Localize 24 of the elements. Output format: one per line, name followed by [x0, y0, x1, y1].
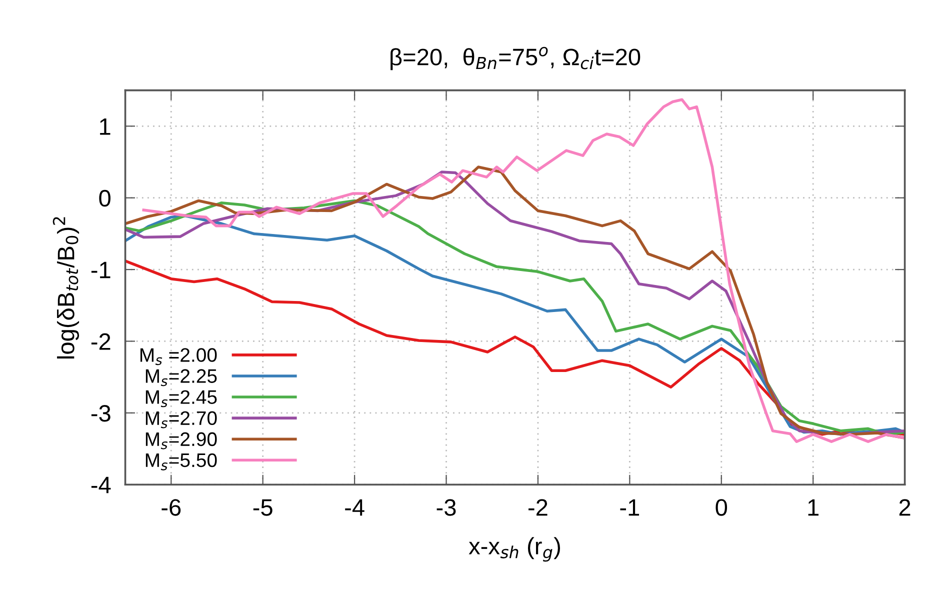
legend-label: M$_{s}$=2.45 [146, 390, 217, 408]
x-tick-label: -5 [253, 499, 272, 516]
legend-label: M$_{s}$=2.25 [146, 369, 217, 386]
x-tick-label: 1 [808, 499, 819, 516]
legend-label: M$_{s}$=2.70 [146, 411, 217, 428]
y-tick-label: -2 [91, 333, 110, 350]
x-tick-label: 0 [716, 499, 728, 516]
x-tick-label: -6 [162, 499, 181, 516]
x-tick-label: -4 [345, 499, 364, 516]
legend-label: M$_{s}$ =2.00 [140, 348, 217, 366]
legend-label: M$_{s}$=5.50 [146, 453, 217, 470]
y-tick-label: 1 [100, 118, 110, 135]
chart-title: β=20, θ$_{Bn}$=75$^{o}$, Ω$_{ci}$t=20 [390, 46, 640, 70]
x-axis-title: x-x$_{sh}$ (r$_{g}$) [468, 537, 560, 562]
y-tick-label: -3 [91, 404, 110, 422]
x-tick-label: -2 [528, 499, 548, 516]
y-tick-label: -4 [91, 476, 111, 494]
x-tick-label: -3 [436, 499, 456, 516]
y-tick-label: 0 [99, 190, 110, 207]
x-tick-label: -1 [620, 499, 640, 516]
legend-label: M$_{s}$=2.90 [146, 432, 217, 450]
y-tick-label: -1 [91, 262, 110, 278]
y-axis-title: log(δB$_{tot}$/B$_{0}$)$^{2}$ [52, 217, 80, 358]
x-tick-label: 2 [899, 499, 910, 516]
